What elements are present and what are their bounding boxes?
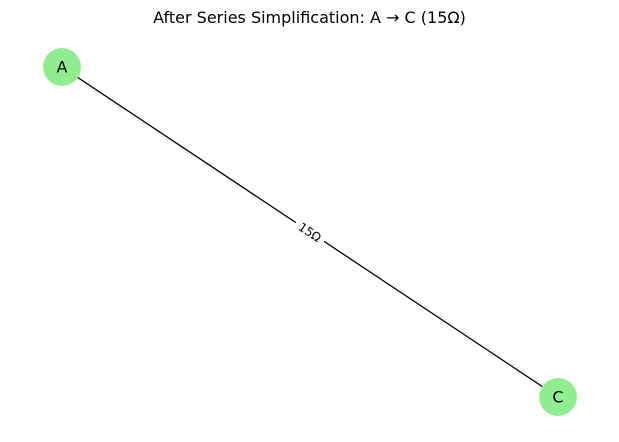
edge-label-background — [290, 215, 330, 249]
node-c-label: C — [552, 388, 563, 407]
node-c[interactable]: C — [539, 378, 577, 416]
diagram-title: After Series Simplification: A → C (15Ω) — [153, 8, 466, 27]
node-a[interactable]: A — [43, 48, 81, 86]
node-a-label: A — [57, 58, 68, 77]
node-a-circle[interactable] — [43, 48, 81, 86]
node-c-circle[interactable] — [539, 378, 577, 416]
edge-label-a-c: 15Ω — [290, 215, 330, 249]
